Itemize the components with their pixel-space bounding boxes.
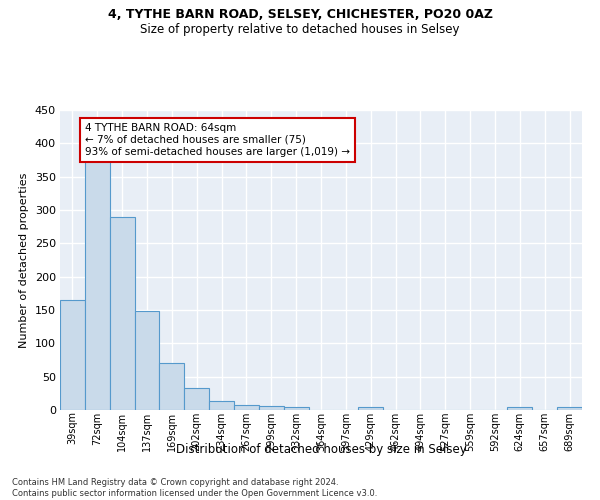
Text: 4 TYTHE BARN ROAD: 64sqm
← 7% of detached houses are smaller (75)
93% of semi-de: 4 TYTHE BARN ROAD: 64sqm ← 7% of detache… (85, 124, 350, 156)
Bar (508, 408, 532, 410)
Bar (358, 408, 383, 410)
Bar (259, 406, 284, 410)
Bar (134, 312, 160, 410)
Bar (209, 400, 234, 410)
Bar (60, 300, 85, 410)
Text: Distribution of detached houses by size in Selsey: Distribution of detached houses by size … (176, 442, 466, 456)
Bar (234, 406, 259, 410)
Bar (184, 388, 209, 410)
Y-axis label: Number of detached properties: Number of detached properties (19, 172, 29, 348)
Text: Contains HM Land Registry data © Crown copyright and database right 2024.
Contai: Contains HM Land Registry data © Crown c… (12, 478, 377, 498)
Bar (110, 216, 134, 410)
Bar (160, 364, 184, 410)
Bar (284, 408, 308, 410)
Bar (557, 408, 582, 410)
Text: 4, TYTHE BARN ROAD, SELSEY, CHICHESTER, PO20 0AZ: 4, TYTHE BARN ROAD, SELSEY, CHICHESTER, … (107, 8, 493, 20)
Text: Size of property relative to detached houses in Selsey: Size of property relative to detached ho… (140, 22, 460, 36)
Bar (85, 160, 110, 410)
